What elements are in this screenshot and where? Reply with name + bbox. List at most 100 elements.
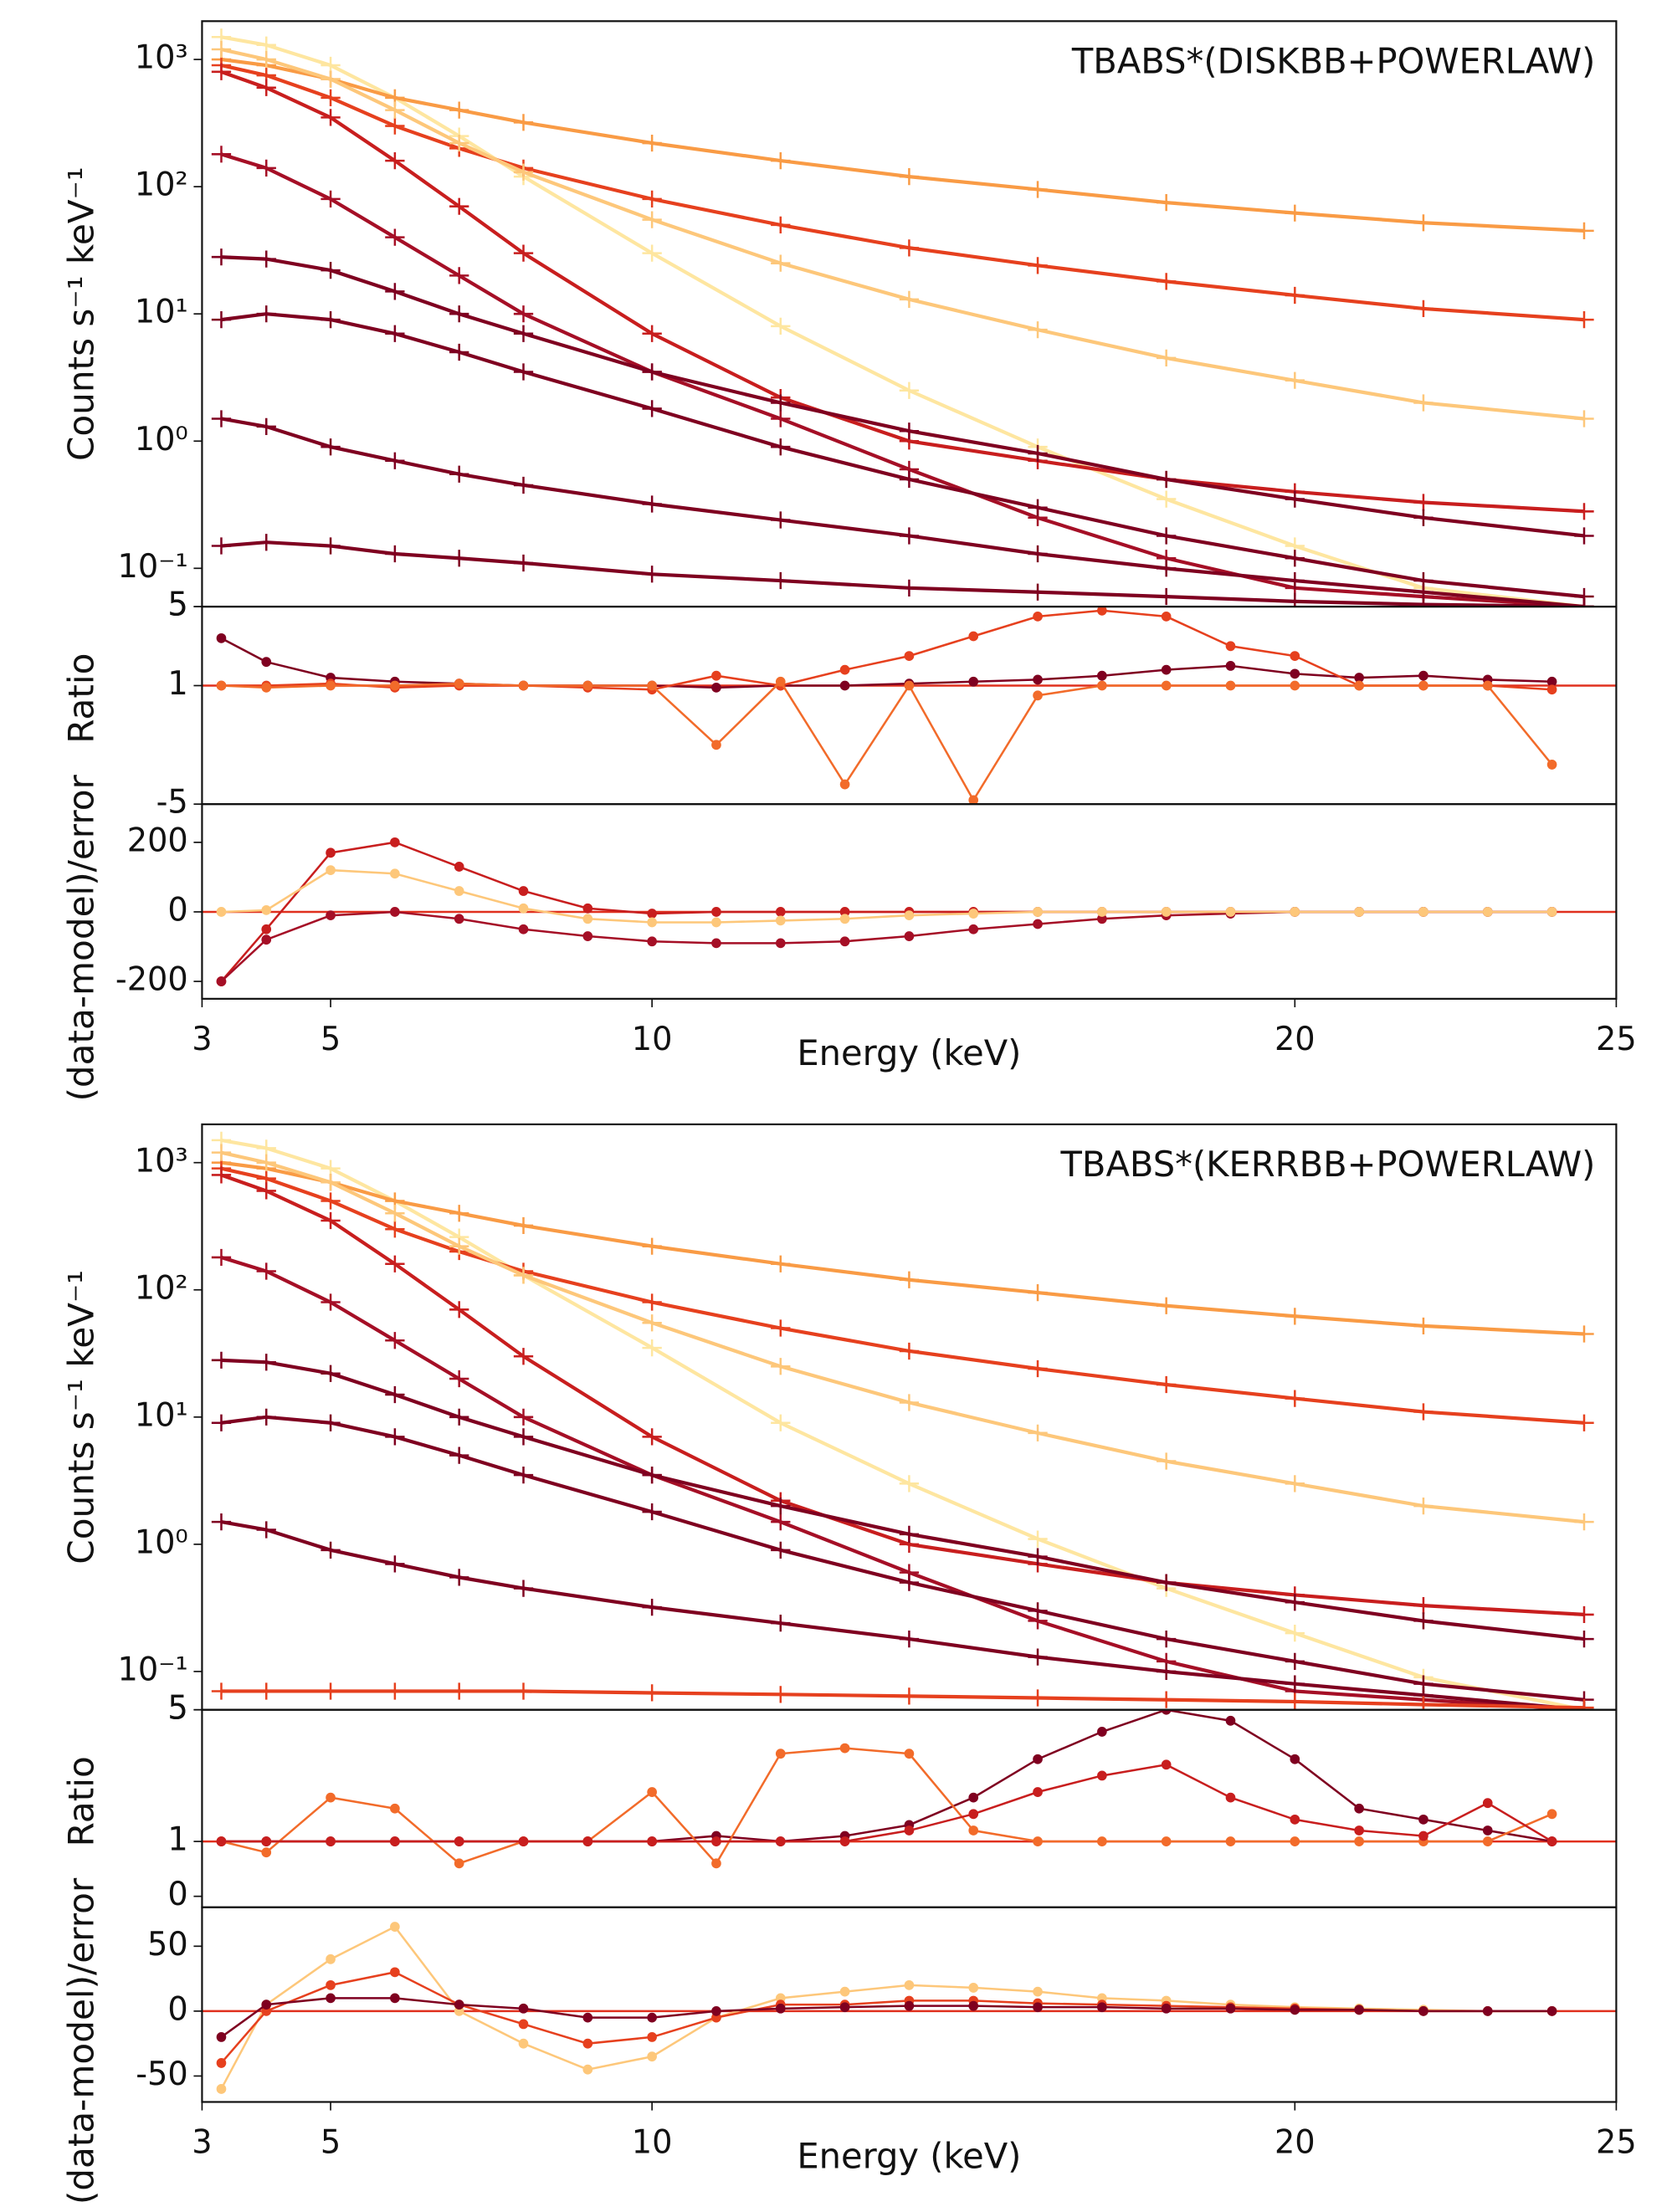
data-point: [771, 394, 791, 412]
data-point: [1157, 527, 1177, 545]
data-point: [642, 134, 662, 152]
data-point: [261, 934, 272, 945]
data-point: [513, 325, 534, 342]
y-axis-label: Counts s⁻¹ keV⁻¹: [61, 166, 102, 461]
data-point: [775, 938, 786, 949]
data-point: [1418, 2005, 1428, 2016]
data-point: [211, 1166, 232, 1184]
data-point: [968, 795, 979, 805]
data-point: [449, 465, 469, 483]
data-point: [1413, 509, 1434, 526]
data-point: [1028, 499, 1048, 516]
data-point: [1157, 1691, 1177, 1708]
series-line: [221, 57, 1585, 233]
data-point: [513, 114, 534, 131]
data-point: [642, 495, 662, 513]
data-point: [1028, 321, 1048, 339]
data-point: [1574, 222, 1594, 239]
y-tick-label: 10⁰: [135, 421, 188, 458]
series-line: [220, 910, 1552, 983]
data-point: [216, 1836, 227, 1846]
data-point: [321, 1293, 341, 1311]
data-point: [1097, 680, 1107, 691]
y-axis-label: (data-model)/error: [61, 1877, 102, 2204]
data-point: [449, 1370, 469, 1388]
data-point: [1285, 592, 1305, 607]
data-point: [647, 909, 657, 919]
panel-frame: [201, 1906, 1618, 2103]
plot-area: [211, 1131, 1594, 1710]
series-line: [220, 1173, 1585, 1616]
data-point: [899, 422, 920, 440]
data-point: [390, 1836, 400, 1846]
y-tick-label: 200: [127, 822, 188, 859]
data-point: [211, 311, 232, 329]
series-line: [221, 1763, 1553, 1843]
data-point: [642, 1467, 662, 1484]
series-line: [220, 1971, 1552, 2064]
data-point: [775, 1749, 786, 1759]
data-point: [1097, 1770, 1107, 1781]
data-point: [321, 537, 341, 555]
data-point: [1161, 907, 1172, 917]
data-point: [642, 566, 662, 583]
data-point: [1157, 1297, 1177, 1314]
data-point: [775, 676, 786, 687]
data-point: [839, 680, 850, 691]
x-tick-label: 5: [321, 1021, 341, 1058]
data-point: [513, 305, 534, 323]
data-point: [1028, 1359, 1048, 1378]
data-point: [454, 678, 464, 689]
data-point: [513, 1216, 534, 1235]
data-point: [968, 1825, 979, 1836]
data-point: [839, 1986, 850, 1997]
data-point: [385, 283, 405, 300]
panel: 50 0 -503 5 10 20 25 Energy (keV) (data-model)/e…: [61, 1877, 1637, 2204]
x-tick-label: 3: [192, 1021, 212, 1058]
data-point: [1413, 394, 1434, 412]
data-point: [449, 550, 469, 567]
data-point: [256, 79, 276, 96]
series-line: [220, 47, 1585, 421]
data-point: [216, 2032, 227, 2042]
data-point: [211, 63, 232, 80]
data-point: [326, 1953, 336, 1964]
data-point: [385, 1682, 405, 1700]
data-point: [385, 1221, 405, 1238]
series-line: [221, 868, 1552, 924]
data-point: [1354, 1803, 1364, 1814]
panel-frame: [201, 605, 1618, 806]
data-point: [642, 1237, 662, 1255]
data-point: [771, 1541, 791, 1559]
data-point: [1157, 1452, 1177, 1470]
data-point: [1097, 607, 1107, 616]
data-point: [711, 740, 721, 750]
data-point: [1413, 214, 1434, 232]
data-point: [385, 545, 405, 563]
series-line: [220, 152, 1585, 607]
data-point: [582, 2064, 593, 2075]
data-point: [647, 936, 657, 947]
data-point: [1418, 1814, 1428, 1825]
data-point: [449, 1205, 469, 1222]
data-point: [1418, 907, 1428, 917]
data-point: [256, 250, 276, 268]
data-point: [1157, 1630, 1177, 1648]
data-point: [518, 1836, 529, 1846]
data-point: [899, 1525, 920, 1543]
data-point: [1413, 1317, 1434, 1335]
data-point: [390, 868, 400, 879]
data-point: [321, 1541, 341, 1559]
data-point: [1418, 1831, 1428, 1841]
data-point: [390, 907, 400, 917]
data-point: [899, 1342, 920, 1360]
data-point: [1285, 1652, 1305, 1671]
data-point: [904, 680, 915, 691]
data-point: [647, 680, 657, 691]
data-point: [326, 1993, 336, 2004]
data-point: [839, 936, 850, 947]
data-point: [1028, 181, 1048, 198]
data-point: [1161, 680, 1172, 691]
data-point: [771, 317, 791, 335]
data-point: [1225, 641, 1236, 652]
